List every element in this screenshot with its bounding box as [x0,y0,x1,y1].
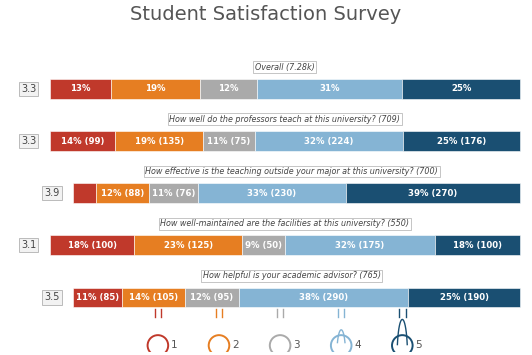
Bar [50,131,115,151]
Text: 9% (50): 9% (50) [245,241,282,250]
Text: How well do the professors teach at this university? (709): How well do the professors teach at this… [169,115,400,124]
Text: 1: 1 [171,340,178,350]
Bar [243,235,285,255]
Text: 19% (135): 19% (135) [135,137,184,146]
Bar [185,288,238,307]
Text: 18% (100): 18% (100) [453,241,502,250]
Point [215,343,223,348]
Text: Student Satisfaction Survey: Student Satisfaction Survey [130,5,402,24]
Text: 3.3: 3.3 [21,84,36,94]
Text: 39% (270): 39% (270) [408,189,458,198]
Bar [346,183,520,203]
Text: 3.3: 3.3 [21,136,36,146]
Text: 5: 5 [415,340,422,350]
Bar [435,235,520,255]
Bar [254,131,403,151]
Text: 32% (224): 32% (224) [304,137,354,146]
Text: 12% (88): 12% (88) [101,189,144,198]
Bar [96,183,149,203]
Text: 3: 3 [293,340,300,350]
Bar [50,235,135,255]
Text: 11% (85): 11% (85) [76,293,119,302]
Text: How effective is the teaching outside your major at this university? (700): How effective is the teaching outside yo… [145,167,438,176]
Point [398,343,406,348]
Bar [122,288,185,307]
Text: 32% (175): 32% (175) [335,241,385,250]
Text: 13%: 13% [70,84,90,93]
Text: How helpful is your academic advisor? (765): How helpful is your academic advisor? (7… [203,271,381,280]
Point [276,343,285,348]
Text: 14% (105): 14% (105) [129,293,178,302]
Bar [50,79,111,99]
Bar [115,131,203,151]
Bar [198,183,346,203]
Point [154,343,162,348]
Text: 3.1: 3.1 [21,240,36,250]
Bar [403,131,520,151]
Text: 11% (75): 11% (75) [207,137,251,146]
Text: 14% (99): 14% (99) [61,137,104,146]
Text: 3.5: 3.5 [45,293,60,302]
Bar [285,235,435,255]
Text: Overall (7.28k): Overall (7.28k) [255,63,314,72]
Bar [238,288,408,307]
Bar [149,183,198,203]
Text: How well-maintained are the facilities at this university? (550): How well-maintained are the facilities a… [160,219,409,228]
Point [337,343,345,348]
Bar [111,79,200,99]
Bar [200,79,256,99]
Text: 19%: 19% [145,84,166,93]
Text: 38% (290): 38% (290) [299,293,348,302]
Text: 25%: 25% [451,84,471,93]
Text: 25% (190): 25% (190) [439,293,488,302]
Bar [408,288,520,307]
Text: 12%: 12% [218,84,239,93]
Bar [73,288,122,307]
Text: 33% (230): 33% (230) [247,189,296,198]
Text: 23% (125): 23% (125) [164,241,213,250]
Bar [203,131,254,151]
Bar [402,79,520,99]
Text: 4: 4 [354,340,361,350]
Bar [135,235,243,255]
Bar [256,79,402,99]
Text: 3.9: 3.9 [45,188,60,198]
Text: 31%: 31% [319,84,340,93]
Text: 11% (76): 11% (76) [152,189,195,198]
Text: 2: 2 [232,340,239,350]
Bar [73,183,96,203]
Text: 12% (95): 12% (95) [190,293,233,302]
Text: 18% (100): 18% (100) [68,241,117,250]
Text: 25% (176): 25% (176) [437,137,486,146]
